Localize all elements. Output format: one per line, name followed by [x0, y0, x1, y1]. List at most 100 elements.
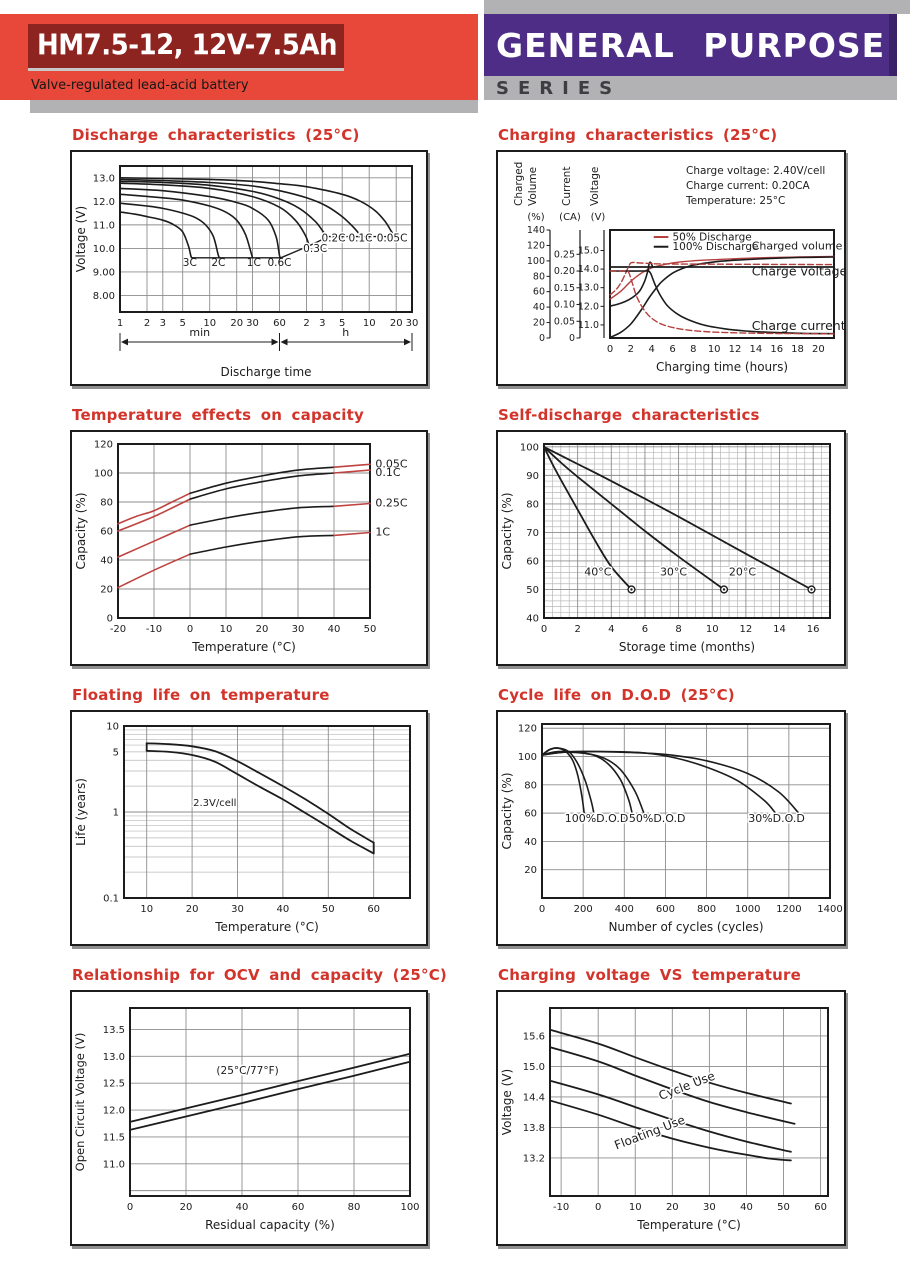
svg-text:90: 90: [526, 471, 539, 482]
chart-title-chgv: Charging voltage VS temperature: [498, 966, 802, 984]
svg-text:10.0: 10.0: [93, 244, 115, 255]
svg-text:40: 40: [524, 837, 537, 848]
svg-text:60: 60: [273, 318, 286, 329]
svg-text:1000: 1000: [735, 904, 760, 915]
svg-text:11.0: 11.0: [103, 1159, 125, 1170]
svg-text:20: 20: [186, 904, 199, 915]
svg-text:-10: -10: [553, 1202, 569, 1213]
svg-text:20: 20: [390, 318, 403, 329]
svg-text:0: 0: [539, 333, 545, 344]
svg-text:Voltage: Voltage: [589, 167, 601, 206]
chart-panel-temp: Temperature effects on capacity 0.05C 0.1…: [70, 406, 428, 666]
svg-text:13.0: 13.0: [103, 1052, 125, 1063]
chart-panel-cycle: Cycle life on D.O.D (25°C) 100%D.O.D 50%D…: [496, 686, 846, 946]
floating-chart-svg: 2.3V/cell 10 20 30 40 50 60 10 5 1 0.1 Temperature …: [74, 722, 411, 934]
svg-text:15.0: 15.0: [523, 1062, 545, 1073]
svg-text:40: 40: [526, 614, 539, 625]
svg-text:14: 14: [749, 344, 762, 355]
chart-box: 0.05C 0.1C 0.25C 1C -20 -10 0 10 20 30 40 50 0 20 40 60…: [70, 430, 428, 666]
chart-panel-floating: Floating life on temperature 2.3V/cell 10…: [70, 686, 428, 946]
svg-text:3: 3: [160, 318, 166, 329]
svg-text:8.00: 8.00: [93, 291, 115, 302]
chart-title-temp: Temperature effects on capacity: [72, 406, 364, 424]
svg-text:10: 10: [140, 904, 153, 915]
svg-text:12.0: 12.0: [578, 301, 599, 312]
chart-title-selfdis: Self-discharge characteristics: [498, 406, 760, 424]
svg-text:13.8: 13.8: [523, 1123, 545, 1134]
chart-box: Cycle Use Floating Use -10 0 10 20 30 40 50 60 15.…: [496, 990, 846, 1246]
svg-text:50%D.O.D: 50%D.O.D: [629, 812, 686, 825]
model-banner: HM7.5-12, 12V-7.5Ah Valve-regulated lead…: [0, 14, 478, 100]
svg-text:100%D.O.D: 100%D.O.D: [565, 812, 629, 825]
svg-text:100: 100: [520, 442, 539, 453]
svg-text:2: 2: [628, 344, 634, 355]
svg-text:30: 30: [292, 624, 305, 635]
svg-text:2: 2: [574, 624, 580, 635]
svg-text:0.1: 0.1: [103, 894, 119, 905]
svg-text:40: 40: [740, 1202, 753, 1213]
svg-text:60: 60: [533, 287, 545, 298]
svg-text:13.5: 13.5: [103, 1025, 125, 1036]
svg-text:0.2C: 0.2C: [321, 233, 345, 245]
svg-text:60: 60: [367, 904, 380, 915]
svg-text:Storage time (months): Storage time (months): [619, 640, 755, 654]
svg-text:(25°C/77°F): (25°C/77°F): [216, 1065, 278, 1077]
svg-text:Life (years): Life (years): [74, 778, 88, 846]
chart-panel-discharge: Discharge characteristics (25°C) 3C 2C 1C 0…: [70, 126, 428, 386]
svg-text:3: 3: [319, 318, 325, 329]
svg-text:40°C: 40°C: [584, 565, 611, 578]
svg-text:80: 80: [100, 498, 113, 509]
svg-text:1400: 1400: [817, 904, 842, 915]
svg-text:30: 30: [231, 904, 244, 915]
svg-text:30: 30: [246, 318, 259, 329]
svg-text:h: h: [342, 326, 349, 339]
svg-text:14.4: 14.4: [523, 1092, 545, 1103]
svg-text:11.5: 11.5: [103, 1132, 125, 1143]
svg-text:Temperature (°C): Temperature (°C): [214, 920, 319, 934]
svg-text:0.1C: 0.1C: [375, 466, 400, 479]
model-subtitle: Valve-regulated lead-acid battery: [31, 78, 249, 93]
series-banner: GENERAL PURPOSE: [484, 14, 897, 76]
model-title-box: HM7.5-12, 12V-7.5Ah: [28, 24, 344, 71]
svg-text:13.2: 13.2: [523, 1153, 545, 1164]
banner-underline-bar: [30, 100, 478, 113]
svg-text:12.0: 12.0: [103, 1106, 125, 1117]
svg-text:1: 1: [113, 808, 119, 819]
chart-title-cycle: Cycle life on D.O.D (25°C): [498, 686, 735, 704]
svg-text:80: 80: [533, 271, 545, 282]
svg-text:4: 4: [648, 344, 654, 355]
svg-text:20: 20: [666, 1202, 679, 1213]
svg-text:11.0: 11.0: [578, 320, 599, 331]
svg-text:14: 14: [773, 624, 786, 635]
series-title: GENERAL PURPOSE: [496, 25, 886, 65]
svg-text:13.0: 13.0: [93, 173, 115, 184]
svg-text:5: 5: [339, 318, 345, 329]
svg-text:16: 16: [807, 624, 820, 635]
svg-text:100: 100: [518, 752, 537, 763]
svg-text:40: 40: [100, 556, 113, 567]
svg-text:(CA): (CA): [559, 212, 581, 223]
svg-text:Charge current: Charge current: [752, 318, 844, 333]
svg-text:0: 0: [539, 904, 545, 915]
svg-text:0.3C: 0.3C: [303, 243, 327, 255]
svg-text:1: 1: [117, 318, 123, 329]
svg-text:20: 20: [180, 1202, 193, 1213]
svg-text:80: 80: [524, 780, 537, 791]
svg-text:(%): (%): [527, 212, 544, 223]
svg-text:5: 5: [113, 747, 119, 758]
chgv-chart-svg: Cycle Use Floating Use -10 0 10 20 30 40 50 60 15.…: [500, 1007, 829, 1232]
svg-text:0.15: 0.15: [554, 283, 575, 294]
svg-text:80: 80: [348, 1202, 361, 1213]
chart-panel-ocv: Relationship for OCV and capacity (25°C)…: [70, 966, 447, 1246]
svg-text:Voltage (V): Voltage (V): [500, 1069, 514, 1135]
svg-text:30: 30: [406, 318, 419, 329]
svg-text:0: 0: [569, 333, 575, 344]
cycle-chart-svg: 100%D.O.D 50%D.O.D 30%D.O.D 0 200 400 600 800 10…: [500, 723, 843, 934]
svg-text:20: 20: [230, 318, 243, 329]
svg-text:15.0: 15.0: [578, 246, 599, 257]
svg-text:50: 50: [777, 1202, 790, 1213]
chart-box: 100%D.O.D 50%D.O.D 30%D.O.D 0 200 400 600 800 10…: [496, 710, 846, 946]
